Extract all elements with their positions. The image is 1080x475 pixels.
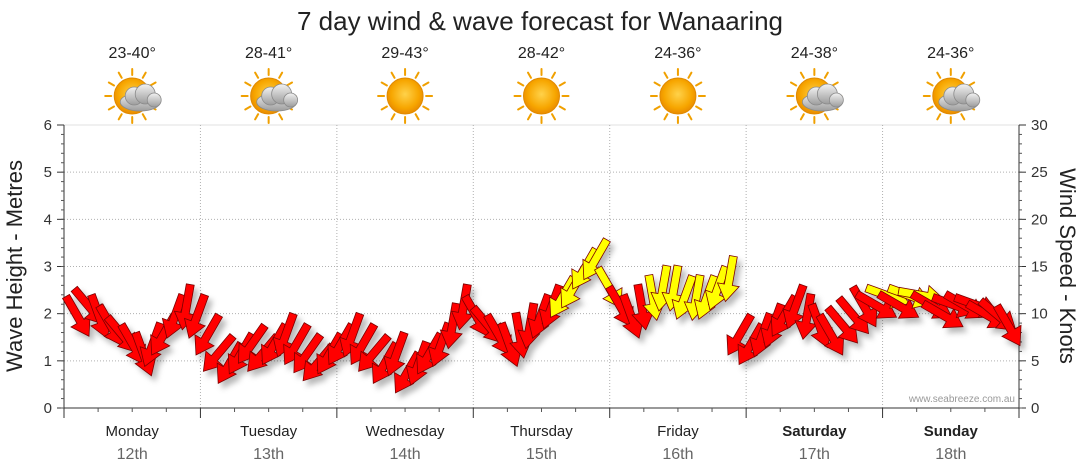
right-axis-label: Wind Speed - Knots — [1055, 168, 1080, 364]
wind-arrow — [920, 299, 964, 329]
day-name-label: Sunday — [924, 423, 979, 440]
right-tick-label: 25 — [1031, 164, 1048, 181]
left-tick-label: 6 — [44, 117, 52, 134]
temp-range-label: 24-36° — [654, 45, 701, 62]
day-name-label: Friday — [657, 423, 699, 440]
partly-cloudy-icon — [104, 68, 162, 124]
left-tick-label: 0 — [44, 400, 52, 417]
day-name-label: Tuesday — [240, 423, 297, 440]
wind-arrow — [726, 312, 756, 356]
partly-cloudy-icon — [240, 68, 299, 124]
day-name-label: Saturday — [782, 423, 847, 440]
day-date-label: 15th — [526, 446, 557, 463]
day-name-label: Monday — [106, 423, 160, 440]
wind-arrow — [876, 290, 920, 319]
left-tick-label: 1 — [44, 353, 52, 370]
wind-arrow — [358, 332, 392, 372]
left-tick-label: 3 — [44, 259, 52, 276]
day-date-label: 18th — [935, 446, 966, 463]
wind-arrow — [183, 293, 210, 339]
right-tick-label: 30 — [1031, 117, 1048, 134]
wind-arrow — [992, 303, 1022, 347]
wind-arrow — [202, 332, 237, 372]
temp-range-label: 24-38° — [791, 45, 838, 62]
sunny-icon — [377, 68, 434, 124]
right-tick-label: 0 — [1031, 400, 1039, 417]
left-axis-label: Wave Height - Metres — [2, 160, 27, 372]
chart-title: 7 day wind & wave forecast for Wanaaring — [297, 6, 783, 36]
left-tick-label: 2 — [44, 306, 52, 323]
day-date-label: 16th — [662, 446, 693, 463]
day-date-label: 13th — [253, 446, 284, 463]
sunny-icon — [513, 68, 570, 124]
day-name-label: Wednesday — [366, 423, 445, 440]
day-name-label: Thursday — [510, 423, 573, 440]
wind-arrow — [383, 330, 409, 377]
wind-arrow — [194, 312, 224, 356]
temp-range-label: 24-36° — [927, 45, 974, 62]
wind-arrow — [782, 283, 808, 330]
left-tick-label: 5 — [44, 164, 52, 181]
temp-range-label: 23-40° — [109, 45, 156, 62]
right-tick-label: 10 — [1031, 306, 1048, 323]
right-tick-label: 20 — [1031, 211, 1048, 228]
day-date-label: 17th — [799, 446, 830, 463]
wind-arrow — [716, 255, 740, 303]
partly-cloudy-icon — [922, 68, 981, 124]
partly-cloudy-icon — [786, 68, 844, 124]
left-tick-label: 4 — [44, 211, 52, 228]
right-tick-label: 5 — [1031, 353, 1039, 370]
right-tick-label: 15 — [1031, 259, 1048, 276]
temp-range-label: 29-43° — [381, 45, 428, 62]
sunny-icon — [649, 68, 706, 124]
temp-range-label: 28-41° — [245, 45, 292, 62]
day-date-label: 12th — [117, 446, 148, 463]
credit-text: www.seabreeze.com.au — [908, 394, 1015, 405]
day-date-label: 14th — [390, 446, 421, 463]
temp-range-label: 28-42° — [518, 45, 565, 62]
